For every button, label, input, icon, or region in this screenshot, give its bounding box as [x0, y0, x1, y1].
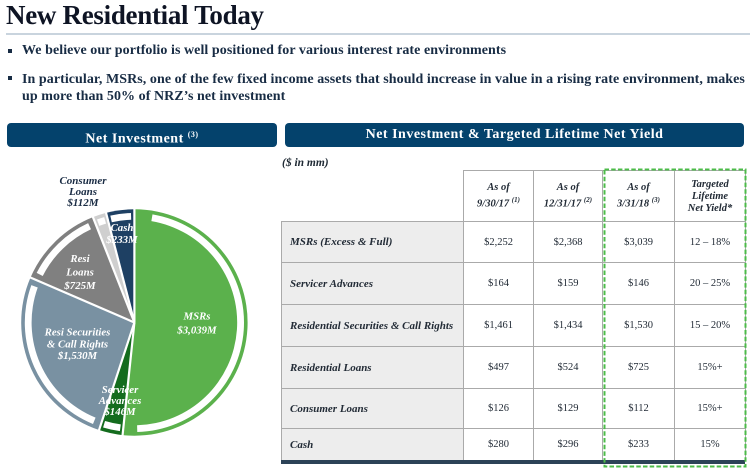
svg-text:Resi Securities: Resi Securities: [44, 327, 111, 339]
svg-text:$725M: $725M: [63, 280, 96, 292]
svg-text:Advances: Advances: [98, 395, 142, 407]
svg-text:Servicer: Servicer: [102, 384, 139, 396]
svg-text:$1,530M: $1,530M: [57, 350, 98, 362]
svg-text:& Call Rights: & Call Rights: [47, 339, 108, 351]
svg-text:MSRs: MSRs: [182, 311, 210, 323]
svg-text:$3,039M: $3,039M: [176, 325, 217, 337]
svg-text:Resi: Resi: [69, 253, 89, 265]
svg-text:$233M: $233M: [105, 234, 138, 246]
svg-text:Loans: Loans: [65, 267, 94, 279]
svg-text:Cash: Cash: [111, 222, 134, 234]
svg-text:$146M: $146M: [103, 406, 136, 418]
